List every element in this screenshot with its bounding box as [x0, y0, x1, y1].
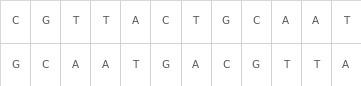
Text: G: G: [11, 60, 19, 69]
Bar: [120, 43, 151, 86]
Text: A: A: [71, 60, 79, 69]
Bar: [151, 0, 180, 43]
Bar: [151, 43, 180, 86]
Bar: [210, 0, 241, 43]
Bar: [60, 43, 90, 86]
Bar: [241, 0, 271, 43]
Text: G: G: [41, 17, 49, 26]
Text: G: G: [161, 60, 170, 69]
Text: G: G: [222, 17, 230, 26]
Bar: [0, 43, 30, 86]
Text: T: T: [132, 60, 139, 69]
Bar: [120, 0, 151, 43]
Text: T: T: [343, 17, 349, 26]
Bar: [90, 43, 120, 86]
Bar: [30, 0, 60, 43]
Bar: [60, 0, 90, 43]
Bar: [241, 43, 271, 86]
Text: C: C: [162, 17, 169, 26]
Bar: [331, 43, 361, 86]
Bar: [180, 43, 210, 86]
Bar: [30, 43, 60, 86]
Text: C: C: [252, 17, 260, 26]
Text: G: G: [252, 60, 260, 69]
Text: A: A: [192, 60, 199, 69]
Text: T: T: [102, 17, 108, 26]
Bar: [0, 0, 30, 43]
Bar: [271, 43, 301, 86]
Bar: [180, 0, 210, 43]
Text: A: A: [342, 60, 349, 69]
Bar: [301, 43, 331, 86]
Bar: [90, 0, 120, 43]
Text: T: T: [72, 17, 78, 26]
Text: C: C: [222, 60, 229, 69]
Bar: [301, 0, 331, 43]
Text: A: A: [282, 17, 290, 26]
Text: T: T: [313, 60, 319, 69]
Bar: [331, 0, 361, 43]
Text: T: T: [192, 17, 199, 26]
Text: A: A: [132, 17, 139, 26]
Bar: [271, 0, 301, 43]
Bar: [210, 43, 241, 86]
Text: T: T: [283, 60, 289, 69]
Text: C: C: [11, 17, 19, 26]
Text: A: A: [312, 17, 319, 26]
Text: C: C: [42, 60, 49, 69]
Text: A: A: [102, 60, 109, 69]
